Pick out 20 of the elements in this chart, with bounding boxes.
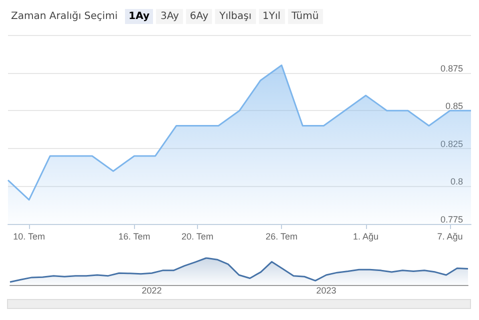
text: 3Ay [156, 8, 183, 24]
text: 1Ay [124, 8, 154, 24]
x-tick-label: 2022 [142, 286, 162, 296]
x-tick-label: 10. Tem [13, 232, 45, 242]
x-tick-label: 16. Tem [118, 232, 150, 242]
x-tick-label: 1. Ağu [353, 232, 379, 242]
x-tick-label: 20. Tem [181, 232, 214, 242]
text: Tümü [288, 8, 323, 24]
text: 6Ay [186, 8, 212, 24]
x-tick-label: 26. Tem [266, 232, 298, 242]
y-tick-label: 0.8 [450, 176, 463, 187]
text: 1Yıl [258, 8, 285, 24]
x-tick-label: 7. Ağu [437, 232, 463, 242]
x-tick-label: 2023 [316, 286, 336, 296]
text: Zaman Aralığı Seçimi [10, 10, 119, 24]
y-tick-label: 0.875 [440, 63, 463, 74]
text: Yılbaşı [215, 8, 256, 24]
y-tick-label: 0.85 [445, 101, 463, 112]
y-tick-label: 0.775 [440, 214, 463, 224]
y-tick-label: 0.825 [440, 138, 463, 149]
